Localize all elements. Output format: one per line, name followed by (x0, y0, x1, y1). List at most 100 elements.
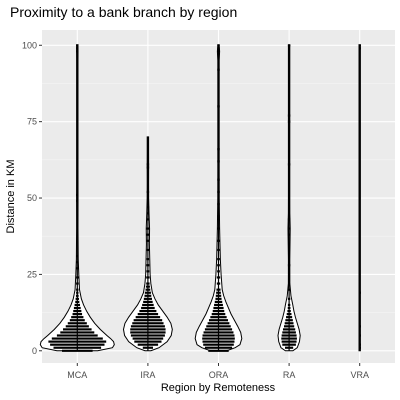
dot-stack (146, 166, 150, 169)
dot-stack (281, 337, 297, 340)
dot-stack (133, 319, 163, 322)
y-axis-ticks: 0 25 50 75 100 (22, 40, 42, 356)
dot-stack (137, 343, 159, 346)
dot-stack (51, 337, 103, 340)
violin-vra (358, 44, 361, 352)
dot-stack (217, 248, 220, 252)
dot-stack (67, 322, 87, 325)
dot-stack (214, 300, 223, 303)
dot-stack (75, 297, 79, 300)
dot-stack (210, 316, 227, 319)
dot-stack (146, 212, 150, 215)
dot-stack (132, 337, 164, 340)
dot-stack (144, 291, 151, 294)
violin-mca (39, 44, 115, 352)
dot-stack (130, 328, 166, 331)
dot-stack (146, 258, 150, 261)
dot-stack (287, 309, 291, 313)
dot-stack (73, 309, 82, 313)
dot-stack (142, 346, 153, 349)
x-tick-label-vra: VRA (350, 370, 369, 380)
dot-stack (358, 47, 361, 50)
dot-stack (287, 264, 291, 267)
dot-stack (287, 297, 291, 300)
dot-stack (146, 206, 150, 209)
dot-stack (217, 227, 220, 230)
x-tick-label-ora: ORA (209, 370, 229, 380)
dot-stack (212, 309, 225, 313)
y-tick-label: 50 (27, 193, 37, 203)
dot-stack (146, 248, 150, 252)
dot-stack (71, 316, 84, 319)
dot-stack (76, 291, 79, 294)
dot-stack (282, 331, 296, 334)
dot-stack (208, 319, 229, 322)
dot-stack (216, 291, 221, 294)
dot-stack (63, 328, 92, 331)
dot-stack (202, 340, 235, 343)
dot-stack (74, 303, 81, 307)
dot-stack (65, 325, 89, 328)
dot-stack (76, 44, 79, 47)
dot-stack (143, 300, 153, 303)
dot-stack (216, 276, 221, 279)
dot-stack (137, 313, 159, 316)
y-tick-label: 25 (27, 269, 37, 279)
dot-stack (130, 325, 165, 328)
dot-stack (76, 267, 79, 270)
dot-stack (76, 282, 79, 285)
dot-stack (358, 291, 361, 294)
x-tick-label-ira: IRA (140, 370, 155, 380)
dot-stack (72, 313, 83, 316)
dot-stack (75, 294, 79, 297)
dot-stack (56, 334, 98, 337)
dot-stack (211, 313, 226, 316)
dot-stack (146, 218, 150, 221)
dot-stack (217, 215, 220, 218)
dot-stack (135, 316, 161, 319)
dot-stack (204, 346, 233, 349)
dot-stack (73, 306, 81, 310)
dot-stack (76, 276, 79, 279)
dot-stack (287, 163, 291, 166)
dot-stack (60, 331, 95, 334)
dot-stack (144, 294, 152, 297)
dot-stack (358, 44, 361, 47)
dot-stack (146, 239, 150, 242)
dot-stack (287, 306, 291, 310)
dot-stack (208, 349, 229, 352)
dot-stack (358, 325, 361, 328)
dot-stack (217, 160, 220, 163)
dot-stack (146, 270, 150, 273)
dot-stack (217, 105, 220, 108)
dot-stack (202, 334, 235, 337)
dot-stack (284, 325, 295, 328)
dot-stack (146, 227, 150, 230)
dot-stack (217, 50, 220, 53)
violin-ora (194, 44, 243, 352)
dot-stack (145, 285, 150, 288)
dot-stack (146, 190, 150, 194)
y-tick-label: 100 (22, 40, 37, 50)
dot-stack (132, 322, 164, 325)
y-axis-title: Distance in KM (5, 160, 17, 234)
dot-stack (76, 261, 79, 264)
dot-stack (202, 337, 235, 340)
dot-stack (358, 343, 361, 346)
dot-stack (284, 322, 294, 325)
dot-stack (217, 68, 220, 71)
dot-stack (143, 297, 152, 300)
violins (39, 44, 361, 352)
dot-stack (216, 288, 221, 291)
dot-stack (217, 47, 220, 50)
dot-stack (76, 47, 79, 50)
violin-ra (277, 44, 301, 352)
dot-stack (286, 313, 292, 316)
dot-stack (287, 288, 291, 291)
y-tick-label: 0 (32, 346, 37, 356)
dot-stack (217, 44, 220, 47)
dot-stack (62, 349, 93, 352)
dot-stack (203, 331, 234, 334)
dot-stack (217, 203, 220, 206)
